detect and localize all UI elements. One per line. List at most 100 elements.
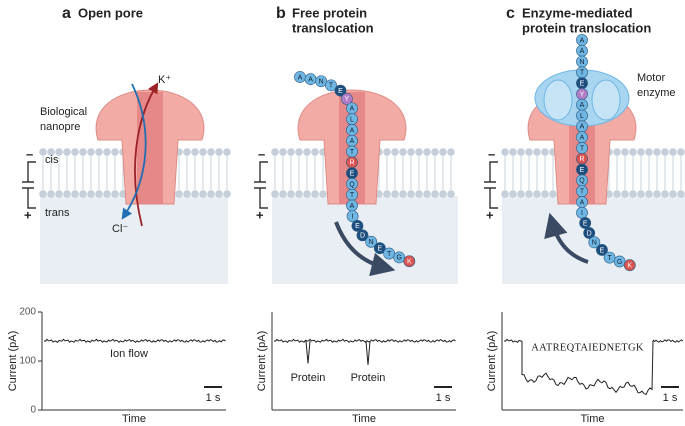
amino-acid-letter: A (350, 127, 355, 134)
amino-acid-bead (340, 92, 353, 105)
lipid-head (629, 148, 637, 156)
amino-acid-letter: E (580, 167, 585, 174)
amino-acid-letter: N (369, 239, 374, 246)
amino-acid-letter: T (350, 149, 355, 156)
lipid-head (533, 190, 541, 198)
lipid-head (191, 190, 199, 198)
amino-acid-letter: A (580, 48, 585, 55)
amino-acid-letter: A (580, 37, 585, 44)
k-ion-label: K⁺ (158, 74, 171, 86)
k-ion-arrow (134, 82, 159, 227)
lipid-head (303, 148, 311, 156)
lipid-head (415, 148, 423, 156)
lipid-head (541, 148, 549, 156)
lipid-head (79, 148, 87, 156)
lipid-head (637, 190, 645, 198)
lipid-head (279, 190, 287, 198)
trace-annotation: Ion flow (110, 348, 148, 360)
y-tick-label: 0 (30, 405, 36, 416)
lipid-head (391, 190, 399, 198)
y-tick-label: 100 (19, 356, 36, 367)
amino-acid-letter: A (350, 203, 355, 210)
lipid-head (423, 190, 431, 198)
amino-acid-letter: T (350, 192, 355, 199)
lipid-head (399, 190, 407, 198)
lipid-head (63, 148, 71, 156)
lipid-head (407, 148, 415, 156)
amino-acid-letter: E (378, 246, 383, 253)
amino-acid-letter: T (580, 70, 585, 77)
lipid-head (223, 190, 231, 198)
lipid-head (215, 190, 223, 198)
lipid-head (399, 148, 407, 156)
scale-label: 1 s (436, 392, 451, 404)
lipid-head (447, 190, 455, 198)
amino-acid-letter: L (580, 113, 584, 120)
panel-title: Open pore (78, 5, 143, 20)
amino-acid-letter: Y (580, 91, 585, 98)
lipid-head (629, 190, 637, 198)
amino-acid-letter: A (580, 199, 585, 206)
event-label: Protein (291, 372, 326, 384)
lipid-head (271, 190, 279, 198)
lipid-head (669, 190, 677, 198)
lipid-head (439, 148, 447, 156)
minus-sign: – (258, 146, 265, 161)
lipid-head (175, 190, 183, 198)
amino-acid-letter: Q (349, 181, 355, 188)
lipid-head (47, 148, 55, 156)
amino-acid-letter: Q (579, 178, 585, 185)
event-spike (305, 340, 311, 364)
lipid-head (447, 148, 455, 156)
lipid-head (509, 148, 517, 156)
amino-acid-letter: E (338, 88, 343, 95)
amino-acid-bead (623, 259, 636, 272)
lipid-head (383, 190, 391, 198)
lipid-head (287, 148, 295, 156)
amino-acid-letter: A (580, 124, 585, 131)
scale-label: 1 s (206, 392, 221, 404)
lipid-head (501, 148, 509, 156)
amino-acid-letter: I (581, 210, 583, 217)
lipid-head (669, 148, 677, 156)
lipid-head (613, 190, 621, 198)
lipid-head (501, 190, 509, 198)
current-trace (652, 339, 684, 343)
amino-acid-bead (315, 75, 328, 88)
amino-acid-bead (383, 247, 396, 260)
motion-arrow (544, 212, 589, 264)
lipid-head (311, 148, 319, 156)
amino-acid-letter: A (580, 102, 585, 109)
amino-acid-letter: E (350, 170, 355, 177)
scale-label: 1 s (663, 392, 678, 404)
lipid-head (439, 190, 447, 198)
lipid-head (517, 190, 525, 198)
panel-title: protein translocation (522, 20, 651, 35)
amino-acid-letter: E (580, 81, 585, 88)
lipid-head (549, 190, 557, 198)
amino-acid-bead (579, 217, 592, 229)
lipid-head (319, 190, 327, 198)
motor-label: Motor (637, 72, 665, 84)
lipid-head (199, 190, 207, 198)
motor-lobe (543, 79, 573, 121)
amino-acid-letter: G (396, 255, 401, 262)
lipid-head (39, 148, 47, 156)
lipid-head (95, 148, 103, 156)
amino-acid-bead (596, 244, 608, 256)
lipid-head (207, 190, 215, 198)
panel-letter: b (276, 5, 286, 22)
amino-acid-letter: D (360, 233, 365, 240)
voltage-bracket (484, 161, 498, 209)
amino-acid-letter: N (319, 79, 324, 86)
amino-acid-letter: T (580, 189, 585, 196)
current-trace (273, 338, 456, 344)
panel-title: Free protein (292, 5, 367, 20)
amino-acid-letter: T (329, 83, 334, 90)
blockade-trace (521, 340, 654, 396)
lipid-head (47, 190, 55, 198)
lipid-head (677, 148, 685, 156)
panel-letter: c (506, 5, 515, 22)
amino-acid-letter: A (308, 76, 313, 83)
